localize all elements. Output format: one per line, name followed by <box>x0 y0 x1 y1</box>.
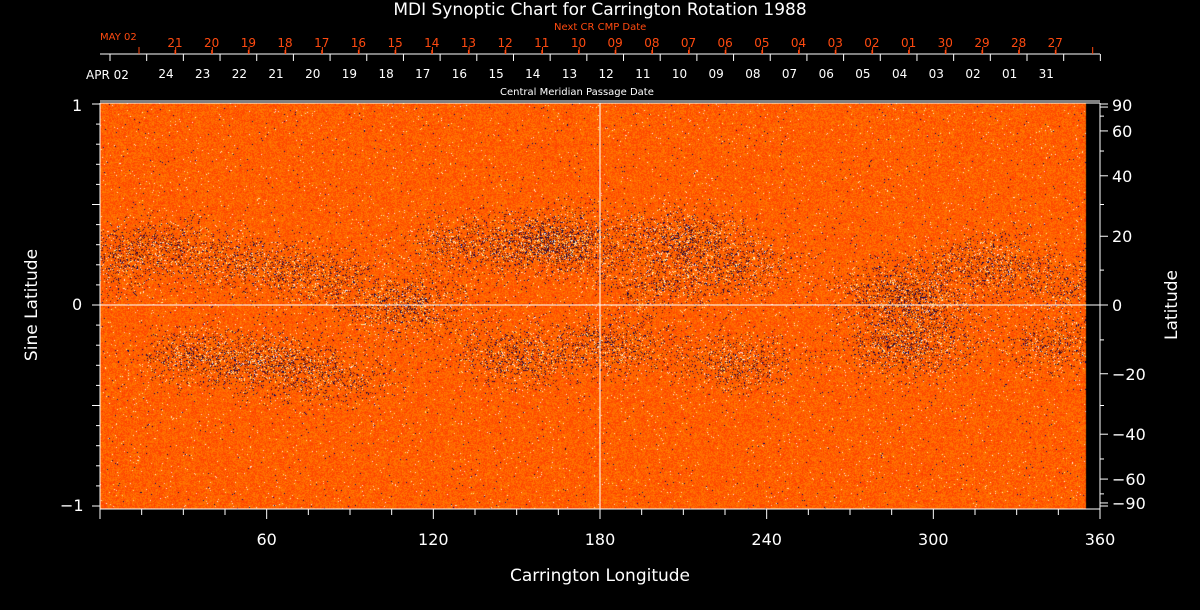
cmp-date-label: 04 <box>891 67 908 81</box>
x-tick-label: 300 <box>918 530 949 549</box>
cmp-date-label: 22 <box>231 67 247 81</box>
next-cr-date-label: 02 <box>864 36 880 50</box>
left-y-tick: 0 <box>72 295 83 314</box>
next-cr-date-label: 19 <box>240 36 256 50</box>
cmp-date-label: 11 <box>635 67 651 81</box>
x-axis-label: Carrington Longitude <box>509 566 691 586</box>
cmp-date-label: 17 <box>415 67 431 81</box>
next-cr-date-label: 12 <box>497 36 513 50</box>
next-cr-date-label: 30 <box>937 36 953 50</box>
cmp-axis-title: Central Meridian Passage Date <box>500 87 654 98</box>
chart-title: MDI Synoptic Chart for Carrington Rotati… <box>393 0 807 20</box>
cmp-date-label: 06 <box>818 67 834 81</box>
next-cr-date-label: 10 <box>570 36 587 50</box>
x-tick-label: 60 <box>256 530 277 549</box>
next-cr-date-label: 07 <box>680 36 697 50</box>
next-cr-date-label: 16 <box>350 36 367 50</box>
next-cr-date-label: 27 <box>1047 36 1063 50</box>
next-cr-date-label: 05 <box>754 36 770 50</box>
next-cr-axis-title: Next CR CMP Date <box>554 22 647 33</box>
x-tick-label: 180 <box>584 530 616 549</box>
cmp-date-label: 15 <box>488 67 504 81</box>
cmp-date-label: 08 <box>745 67 761 81</box>
next-cr-date-label: 08 <box>644 36 660 50</box>
next-cr-date-label: 11 <box>534 36 550 50</box>
cmp-date-label: 01 <box>1001 67 1018 81</box>
x-tick-label: 240 <box>751 530 782 549</box>
cmp-date-label: 07 <box>781 67 798 81</box>
next-cr-date-label: 18 <box>277 36 293 50</box>
right-y-tick-label: −20 <box>1112 364 1146 384</box>
next-cr-date-label: 29 <box>974 36 990 50</box>
cmp-date-label: 13 <box>561 67 578 81</box>
right-y-tick-label: −60 <box>1112 470 1146 490</box>
next-cr-date-label: 03 <box>827 36 843 50</box>
cmp-date-label: 16 <box>451 67 468 81</box>
left-y-tick: −1 <box>60 496 84 515</box>
next-cr-date-label: 01 <box>900 36 917 50</box>
cmp-date-label: 02 <box>965 67 981 81</box>
cmp-date-label: 09 <box>708 67 724 81</box>
x-tick-label: 360 <box>1084 530 1116 549</box>
left-y-tick: 1 <box>72 96 83 115</box>
right-y-tick-label: 0 <box>1112 296 1123 315</box>
cmp-date-label: 23 <box>195 67 211 81</box>
next-cr-date-label: 04 <box>790 36 807 50</box>
right-y-tick-label: 60 <box>1112 121 1133 141</box>
cmp-date-label: 24 <box>158 67 174 81</box>
next-cr-start-label: MAY 02 <box>100 32 137 43</box>
next-cr-date-label: 17 <box>314 36 330 50</box>
next-cr-date-label: 13 <box>460 36 477 50</box>
cmp-start-label: APR 02 <box>86 68 129 82</box>
cmp-date-label: 14 <box>525 67 541 81</box>
cmp-date-label: 21 <box>268 67 284 81</box>
next-cr-date-label: 09 <box>607 36 623 50</box>
cmp-date-label: 10 <box>671 67 688 81</box>
right-y-tick-label: −40 <box>1112 425 1146 445</box>
right-y-tick-label: 40 <box>1112 166 1133 186</box>
cmp-date-label: 05 <box>855 67 871 81</box>
right-y-tick-label: 20 <box>1112 227 1133 247</box>
cmp-date-label: 19 <box>341 67 358 81</box>
cmp-date-label: 20 <box>305 67 321 81</box>
x-tick-label: 120 <box>418 530 449 549</box>
cmp-date-label: 31 <box>1038 67 1054 81</box>
right-y-tick-label: −90 <box>1112 494 1146 513</box>
cmp-date-label: 18 <box>378 67 394 81</box>
cmp-date-label: 12 <box>598 67 614 81</box>
right-y-tick-label: 90 <box>1112 96 1133 115</box>
next-cr-date-label: 28 <box>1010 36 1027 50</box>
next-cr-date-label: 14 <box>424 36 440 50</box>
next-cr-date-label: 20 <box>204 36 220 50</box>
next-cr-date-label: 21 <box>167 36 183 50</box>
cmp-date-label: 03 <box>928 67 944 81</box>
next-cr-date-label: 06 <box>717 36 733 50</box>
next-cr-date-label: 15 <box>387 36 403 50</box>
